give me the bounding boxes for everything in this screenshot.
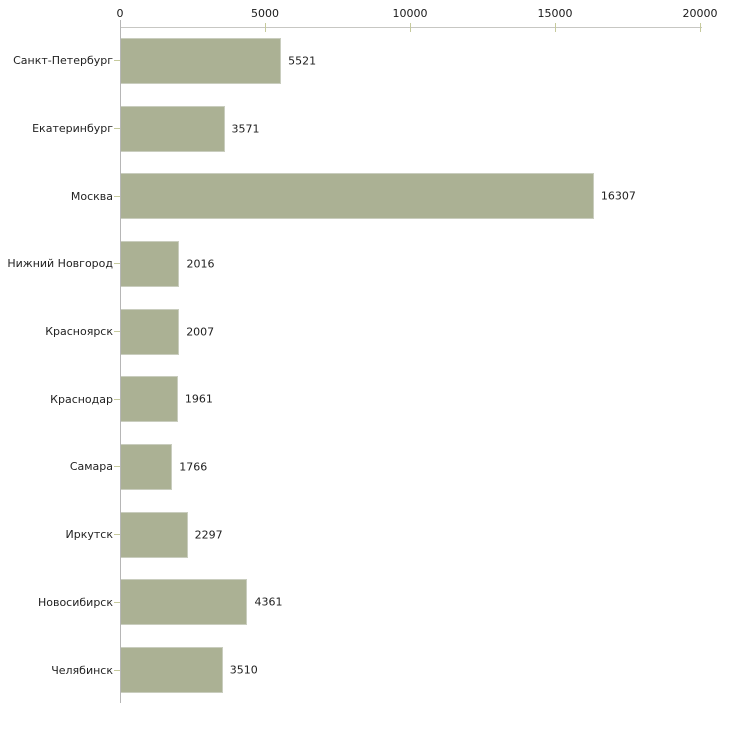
bar (121, 579, 248, 626)
bar (121, 511, 188, 558)
category-label: Самара (69, 460, 113, 474)
bar-row: Москва 16307 (0, 162, 701, 230)
category-label: Нижний Новгород (7, 257, 113, 271)
x-tick-label: 10000 (392, 7, 428, 20)
x-tick-label: 15000 (537, 7, 573, 20)
value-label: 2297 (194, 528, 223, 542)
value-label: 2007 (186, 325, 215, 339)
value-label: 3510 (229, 663, 258, 677)
category-label: Иркутск (65, 528, 113, 542)
bar (121, 37, 282, 84)
bar-row: Нижний Новгород 2016 (0, 230, 701, 298)
category-label: Красноярск (45, 325, 113, 339)
x-tick (555, 23, 556, 32)
y-tick (114, 398, 120, 400)
y-tick (114, 195, 120, 197)
bar-track: 1766 (121, 443, 701, 490)
y-tick (114, 669, 120, 671)
bar-track: 1961 (121, 376, 701, 423)
bar-row: Новосибирск 4361 (0, 569, 701, 637)
y-tick (114, 601, 120, 603)
x-tick-label: 20000 (682, 7, 718, 20)
bar-track: 16307 (121, 173, 701, 220)
bar-row: Санкт-Петербург 5521 (0, 27, 701, 95)
y-tick (114, 534, 120, 536)
category-label: Санкт-Петербург (13, 54, 113, 68)
x-tick-label: 0 (116, 7, 124, 20)
value-label: 1766 (179, 460, 208, 474)
bar (121, 308, 180, 355)
bar-track: 2297 (121, 511, 701, 558)
x-tick (265, 23, 266, 32)
y-tick (114, 128, 120, 130)
y-axis-line (120, 20, 121, 703)
y-tick (114, 331, 120, 333)
value-label: 3571 (231, 122, 260, 136)
bar (121, 443, 173, 490)
category-label: Москва (70, 189, 113, 203)
bar (121, 647, 223, 694)
bar-row: Самара 1766 (0, 433, 701, 501)
category-label: Челябинск (51, 663, 113, 677)
bar-track: 2016 (121, 240, 701, 287)
bar (121, 105, 225, 152)
value-label: 5521 (288, 54, 317, 68)
bar (121, 376, 178, 423)
chart-rows: Санкт-Петербург 5521 Екатеринбург 3571 Москв… (0, 27, 701, 704)
bar-track: 4361 (121, 579, 701, 626)
x-tick-label: 5000 (251, 7, 279, 20)
bar-row: Краснодар 1961 (0, 365, 701, 433)
x-tick (700, 23, 701, 32)
bar-track: 3510 (121, 647, 701, 694)
value-label: 1961 (184, 392, 213, 406)
y-tick (114, 466, 120, 468)
value-label: 2016 (186, 257, 215, 271)
bar-row: Челябинск 3510 (0, 636, 701, 704)
value-label: 16307 (600, 189, 636, 203)
x-tick (410, 23, 411, 32)
category-label: Новосибирск (37, 595, 113, 609)
bar-track: 2007 (121, 308, 701, 355)
bar-track: 3571 (121, 105, 701, 152)
bar (121, 173, 594, 220)
y-tick (114, 263, 120, 265)
y-tick (114, 60, 120, 62)
value-label: 4361 (254, 595, 283, 609)
bar (121, 240, 180, 287)
bar-row: Иркутск 2297 (0, 501, 701, 569)
bar-row: Екатеринбург 3571 (0, 95, 701, 163)
category-label: Екатеринбург (32, 122, 113, 136)
bar-track: 5521 (121, 37, 701, 84)
category-label: Краснодар (50, 392, 113, 406)
x-axis-line (120, 27, 702, 28)
bar-row: Красноярск 2007 (0, 298, 701, 366)
